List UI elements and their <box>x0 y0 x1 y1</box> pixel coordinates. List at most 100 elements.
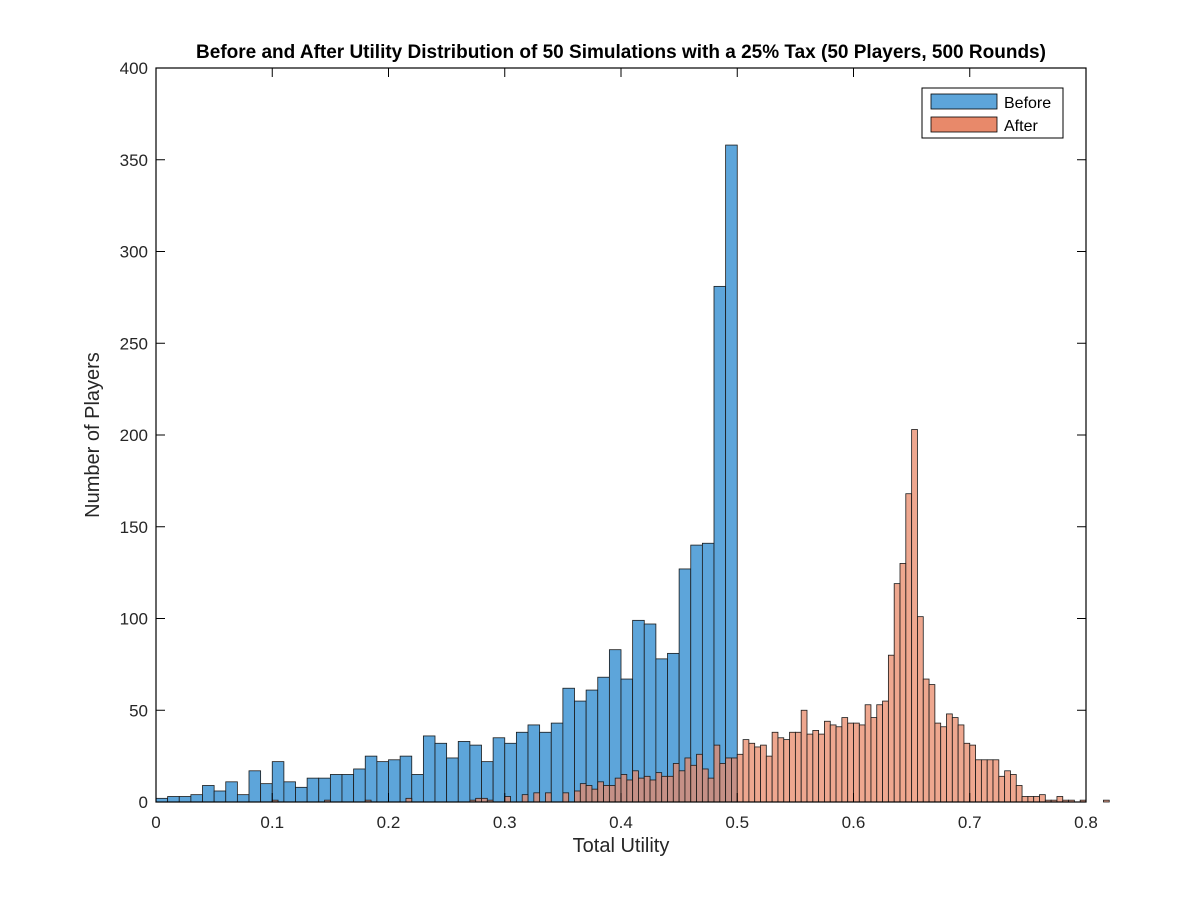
bar-after-113 <box>812 730 820 803</box>
bar-before-16 <box>341 774 355 803</box>
bar-after-108 <box>783 739 790 803</box>
bar-before-22 <box>411 774 424 803</box>
bar-after-143 <box>986 759 994 803</box>
bar-after-117 <box>835 726 843 803</box>
bar-after-149 <box>1021 796 1029 803</box>
bar-before-10 <box>271 761 285 803</box>
bar-before-28 <box>481 761 494 803</box>
bar-after-96 <box>713 744 721 803</box>
y-tick-label: 400 <box>120 59 148 78</box>
bar-before-11 <box>283 781 296 803</box>
bar-after-67 <box>545 792 552 803</box>
legend-label-after: After <box>1004 118 1038 135</box>
bar-after-99 <box>731 757 738 803</box>
x-tick-label: 0 <box>151 813 160 832</box>
bar-after-141 <box>975 759 982 803</box>
legend: Before After <box>921 87 1064 139</box>
bar-after-83 <box>638 777 645 803</box>
x-tick-label: 0.7 <box>958 813 982 832</box>
bar-after-89 <box>672 763 680 803</box>
bar-after-114 <box>818 733 825 803</box>
bar-after-98 <box>725 757 732 803</box>
bar-after-155 <box>1056 796 1064 803</box>
bar-before-4 <box>202 785 215 803</box>
y-tick-label: 150 <box>120 518 148 537</box>
bar-after-73 <box>579 783 587 803</box>
bar-before-20 <box>388 759 401 803</box>
series-before-bars <box>155 144 738 803</box>
bar-after-110 <box>794 731 802 803</box>
y-tick-label: 250 <box>120 334 148 353</box>
bar-after-123 <box>870 717 878 803</box>
bar-after-127 <box>893 583 901 803</box>
bar-after-129 <box>905 493 913 803</box>
bar-before-15 <box>329 774 343 803</box>
bar-after-105 <box>765 755 773 803</box>
bar-before-32 <box>527 724 541 803</box>
bar-before-6 <box>225 781 238 803</box>
bar-after-121 <box>858 724 866 803</box>
bar-after-107 <box>777 737 785 803</box>
bar-after-85 <box>649 779 657 803</box>
bar-after-63 <box>521 794 529 803</box>
bar-after-120 <box>853 722 860 803</box>
bar-after-88 <box>667 775 674 803</box>
bar-after-84 <box>643 775 651 803</box>
bar-after-124 <box>876 704 883 803</box>
bar-before-42 <box>643 623 657 803</box>
bar-before-33 <box>539 731 552 803</box>
x-tick-label: 0.3 <box>493 813 517 832</box>
bar-after-151 <box>1033 796 1040 803</box>
bar-after-103 <box>754 746 761 803</box>
bar-after-144 <box>992 759 1000 803</box>
bar-after-72 <box>574 790 581 803</box>
bar-after-87 <box>661 775 668 803</box>
bar-before-25 <box>446 757 459 803</box>
bar-after-138 <box>957 724 965 803</box>
bar-after-115 <box>824 720 831 803</box>
bar-after-97 <box>719 763 727 803</box>
bar-before-14 <box>318 777 331 803</box>
bar-after-118 <box>841 717 849 803</box>
bar-after-131 <box>917 616 924 803</box>
bar-after-109 <box>789 731 796 803</box>
bar-after-125 <box>882 700 889 803</box>
bar-after-102 <box>748 742 756 803</box>
x-axis-label: Total Utility <box>573 835 670 857</box>
bar-after-78 <box>608 785 616 803</box>
bar-after-146 <box>1004 770 1011 803</box>
bar-before-19 <box>376 761 389 803</box>
bar-after-119 <box>847 722 854 803</box>
y-tick-label: 350 <box>120 151 148 170</box>
bar-before-30 <box>504 742 517 803</box>
bar-after-134 <box>934 722 942 803</box>
bar-before-8 <box>248 770 262 803</box>
bar-after-135 <box>940 726 947 803</box>
legend-swatch-after <box>930 116 998 133</box>
bar-after-137 <box>951 717 959 803</box>
bar-after-104 <box>760 744 767 803</box>
bar-after-90 <box>678 770 686 803</box>
bar-after-132 <box>922 678 930 803</box>
bar-after-152 <box>1039 794 1046 803</box>
bar-after-147 <box>1010 774 1017 803</box>
bar-before-23 <box>422 735 436 803</box>
y-tick-label: 300 <box>120 243 148 262</box>
bar-before-12 <box>295 786 308 803</box>
bar-after-139 <box>963 742 971 803</box>
x-tick-label: 0.6 <box>842 813 866 832</box>
bar-after-75 <box>591 788 599 803</box>
bar-before-26 <box>457 741 471 803</box>
legend-label-before: Before <box>1004 95 1051 112</box>
x-tick-label: 0.1 <box>260 813 284 832</box>
bar-after-92 <box>690 764 697 803</box>
bar-before-17 <box>353 768 366 803</box>
y-tick-label: 200 <box>120 426 148 445</box>
y-tick-labels: 0 50 100 150 200 250 300 350 400 <box>120 59 148 812</box>
x-tick-labels: 0 0.1 0.2 0.3 0.4 0.5 0.6 0.7 0.8 <box>151 813 1098 832</box>
bar-after-82 <box>632 770 639 803</box>
x-tick-label: 0.4 <box>609 813 633 832</box>
y-tick-label: 100 <box>120 610 148 629</box>
bar-after-116 <box>829 724 837 803</box>
